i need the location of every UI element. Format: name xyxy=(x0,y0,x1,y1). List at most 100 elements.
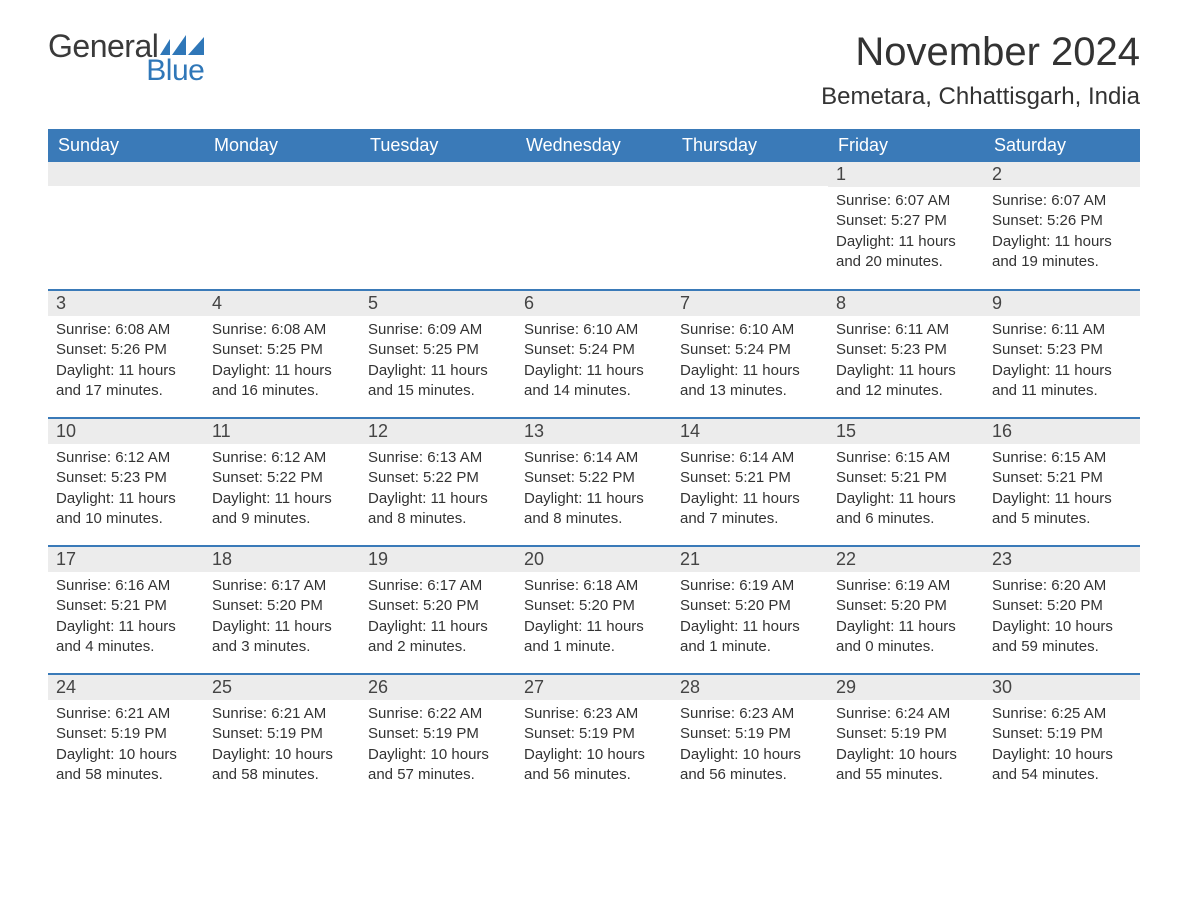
day-details: Sunrise: 6:12 AMSunset: 5:23 PMDaylight:… xyxy=(48,444,204,537)
sunset-text: Sunset: 5:22 PM xyxy=(524,468,664,488)
day-number: 2 xyxy=(984,162,1140,187)
sunrise-text: Sunrise: 6:25 AM xyxy=(992,704,1132,724)
sunset-text: Sunset: 5:22 PM xyxy=(368,468,508,488)
sunset-text: Sunset: 5:19 PM xyxy=(212,724,352,744)
col-friday: Friday xyxy=(828,129,984,162)
day-details: Sunrise: 6:08 AMSunset: 5:26 PMDaylight:… xyxy=(48,316,204,409)
calendar-day-cell: 18Sunrise: 6:17 AMSunset: 5:20 PMDayligh… xyxy=(204,546,360,674)
sunset-text: Sunset: 5:21 PM xyxy=(992,468,1132,488)
calendar-day-cell xyxy=(672,162,828,290)
day-details: Sunrise: 6:12 AMSunset: 5:22 PMDaylight:… xyxy=(204,444,360,537)
daylight-text: Daylight: 11 hours and 15 minutes. xyxy=(368,361,508,402)
sunset-text: Sunset: 5:20 PM xyxy=(212,596,352,616)
sunrise-text: Sunrise: 6:08 AM xyxy=(212,320,352,340)
sunrise-text: Sunrise: 6:17 AM xyxy=(368,576,508,596)
calendar-day-cell: 9Sunrise: 6:11 AMSunset: 5:23 PMDaylight… xyxy=(984,290,1140,418)
col-saturday: Saturday xyxy=(984,129,1140,162)
daylight-text: Daylight: 10 hours and 59 minutes. xyxy=(992,617,1132,658)
calendar-day-cell xyxy=(48,162,204,290)
col-sunday: Sunday xyxy=(48,129,204,162)
calendar-day-cell: 7Sunrise: 6:10 AMSunset: 5:24 PMDaylight… xyxy=(672,290,828,418)
daylight-text: Daylight: 11 hours and 1 minute. xyxy=(524,617,664,658)
month-title: November 2024 xyxy=(821,30,1140,75)
day-details: Sunrise: 6:20 AMSunset: 5:20 PMDaylight:… xyxy=(984,572,1140,665)
day-details: Sunrise: 6:21 AMSunset: 5:19 PMDaylight:… xyxy=(204,700,360,793)
sunset-text: Sunset: 5:19 PM xyxy=(524,724,664,744)
daylight-text: Daylight: 11 hours and 3 minutes. xyxy=(212,617,352,658)
day-details: Sunrise: 6:13 AMSunset: 5:22 PMDaylight:… xyxy=(360,444,516,537)
day-details: Sunrise: 6:18 AMSunset: 5:20 PMDaylight:… xyxy=(516,572,672,665)
day-number: 8 xyxy=(828,291,984,316)
sunrise-text: Sunrise: 6:16 AM xyxy=(56,576,196,596)
day-number: 24 xyxy=(48,675,204,700)
day-number: 12 xyxy=(360,419,516,444)
daylight-text: Daylight: 11 hours and 20 minutes. xyxy=(836,232,976,273)
day-details: Sunrise: 6:11 AMSunset: 5:23 PMDaylight:… xyxy=(828,316,984,409)
sunrise-text: Sunrise: 6:19 AM xyxy=(680,576,820,596)
sunrise-text: Sunrise: 6:17 AM xyxy=(212,576,352,596)
calendar-day-cell: 14Sunrise: 6:14 AMSunset: 5:21 PMDayligh… xyxy=(672,418,828,546)
day-details: Sunrise: 6:15 AMSunset: 5:21 PMDaylight:… xyxy=(828,444,984,537)
day-number: 4 xyxy=(204,291,360,316)
day-details: Sunrise: 6:23 AMSunset: 5:19 PMDaylight:… xyxy=(672,700,828,793)
calendar-day-cell: 17Sunrise: 6:16 AMSunset: 5:21 PMDayligh… xyxy=(48,546,204,674)
calendar-day-cell: 28Sunrise: 6:23 AMSunset: 5:19 PMDayligh… xyxy=(672,674,828,802)
calendar-day-cell: 30Sunrise: 6:25 AMSunset: 5:19 PMDayligh… xyxy=(984,674,1140,802)
day-number: 30 xyxy=(984,675,1140,700)
day-details: Sunrise: 6:08 AMSunset: 5:25 PMDaylight:… xyxy=(204,316,360,409)
title-block: November 2024 Bemetara, Chhattisgarh, In… xyxy=(821,30,1140,111)
sunset-text: Sunset: 5:19 PM xyxy=(680,724,820,744)
sunrise-text: Sunrise: 6:09 AM xyxy=(368,320,508,340)
sunrise-text: Sunrise: 6:14 AM xyxy=(524,448,664,468)
location-subtitle: Bemetara, Chhattisgarh, India xyxy=(821,83,1140,111)
sunset-text: Sunset: 5:24 PM xyxy=(524,340,664,360)
daylight-text: Daylight: 11 hours and 19 minutes. xyxy=(992,232,1132,273)
calendar-day-cell: 5Sunrise: 6:09 AMSunset: 5:25 PMDaylight… xyxy=(360,290,516,418)
calendar-day-cell: 1Sunrise: 6:07 AMSunset: 5:27 PMDaylight… xyxy=(828,162,984,290)
daylight-text: Daylight: 11 hours and 14 minutes. xyxy=(524,361,664,402)
day-details: Sunrise: 6:17 AMSunset: 5:20 PMDaylight:… xyxy=(204,572,360,665)
day-number: 14 xyxy=(672,419,828,444)
day-number: 10 xyxy=(48,419,204,444)
day-number: 26 xyxy=(360,675,516,700)
day-details xyxy=(360,186,516,198)
day-number: 17 xyxy=(48,547,204,572)
day-number: 20 xyxy=(516,547,672,572)
calendar-week-row: 1Sunrise: 6:07 AMSunset: 5:27 PMDaylight… xyxy=(48,162,1140,290)
sunrise-text: Sunrise: 6:11 AM xyxy=(836,320,976,340)
daylight-text: Daylight: 11 hours and 8 minutes. xyxy=(368,489,508,530)
sunrise-text: Sunrise: 6:14 AM xyxy=(680,448,820,468)
daylight-text: Daylight: 10 hours and 57 minutes. xyxy=(368,745,508,786)
daylight-text: Daylight: 10 hours and 58 minutes. xyxy=(56,745,196,786)
calendar-week-row: 3Sunrise: 6:08 AMSunset: 5:26 PMDaylight… xyxy=(48,290,1140,418)
sunrise-text: Sunrise: 6:23 AM xyxy=(524,704,664,724)
calendar-day-cell: 22Sunrise: 6:19 AMSunset: 5:20 PMDayligh… xyxy=(828,546,984,674)
calendar-day-cell xyxy=(516,162,672,290)
day-number: 29 xyxy=(828,675,984,700)
calendar-body: 1Sunrise: 6:07 AMSunset: 5:27 PMDaylight… xyxy=(48,162,1140,802)
sunrise-text: Sunrise: 6:11 AM xyxy=(992,320,1132,340)
daylight-text: Daylight: 11 hours and 4 minutes. xyxy=(56,617,196,658)
sunrise-text: Sunrise: 6:08 AM xyxy=(56,320,196,340)
col-monday: Monday xyxy=(204,129,360,162)
sunrise-text: Sunrise: 6:21 AM xyxy=(56,704,196,724)
day-number: 22 xyxy=(828,547,984,572)
col-thursday: Thursday xyxy=(672,129,828,162)
calendar-day-cell: 8Sunrise: 6:11 AMSunset: 5:23 PMDaylight… xyxy=(828,290,984,418)
day-number: 13 xyxy=(516,419,672,444)
daylight-text: Daylight: 10 hours and 56 minutes. xyxy=(680,745,820,786)
calendar-day-cell: 24Sunrise: 6:21 AMSunset: 5:19 PMDayligh… xyxy=(48,674,204,802)
sunset-text: Sunset: 5:21 PM xyxy=(680,468,820,488)
calendar-day-cell: 25Sunrise: 6:21 AMSunset: 5:19 PMDayligh… xyxy=(204,674,360,802)
sunrise-text: Sunrise: 6:18 AM xyxy=(524,576,664,596)
calendar-day-cell: 19Sunrise: 6:17 AMSunset: 5:20 PMDayligh… xyxy=(360,546,516,674)
day-number: 7 xyxy=(672,291,828,316)
sunset-text: Sunset: 5:19 PM xyxy=(836,724,976,744)
day-number xyxy=(516,162,672,186)
day-number: 19 xyxy=(360,547,516,572)
day-details: Sunrise: 6:10 AMSunset: 5:24 PMDaylight:… xyxy=(672,316,828,409)
calendar-day-cell: 11Sunrise: 6:12 AMSunset: 5:22 PMDayligh… xyxy=(204,418,360,546)
calendar-day-cell xyxy=(360,162,516,290)
day-details: Sunrise: 6:10 AMSunset: 5:24 PMDaylight:… xyxy=(516,316,672,409)
sunset-text: Sunset: 5:20 PM xyxy=(992,596,1132,616)
